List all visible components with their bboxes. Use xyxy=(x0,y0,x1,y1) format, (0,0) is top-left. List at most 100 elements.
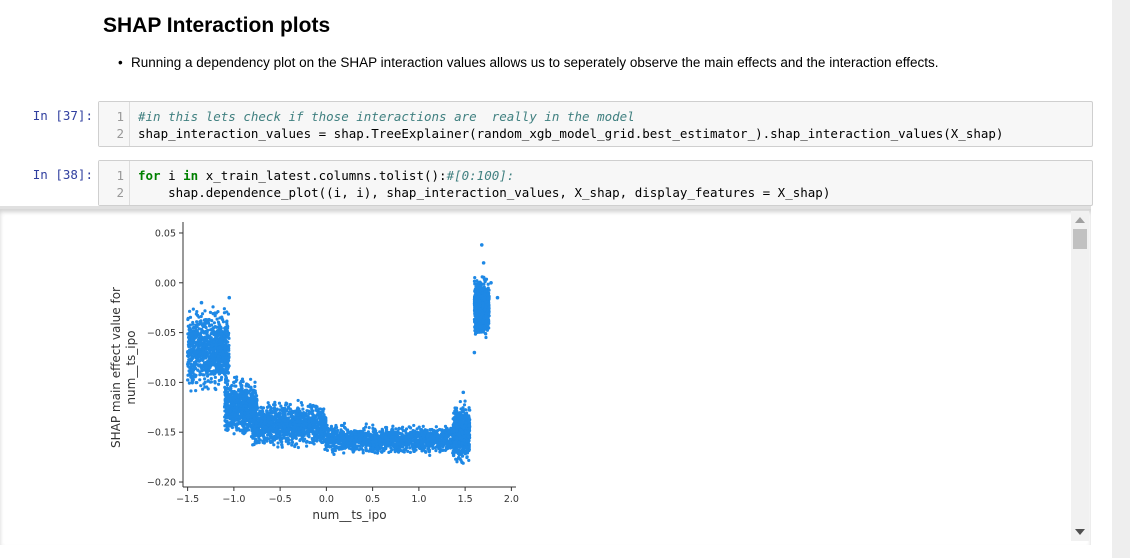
scatter-point xyxy=(225,419,229,423)
scatter-point xyxy=(376,446,380,450)
scatter-point xyxy=(198,370,202,374)
scatter-point xyxy=(246,411,250,415)
scatter-point xyxy=(460,430,464,434)
scatter-point xyxy=(417,446,421,450)
scatter-point xyxy=(278,408,282,412)
scatter-point xyxy=(298,437,303,442)
scatter-point xyxy=(394,427,398,431)
scatter-point xyxy=(239,410,244,414)
scatter-point xyxy=(436,442,440,446)
scatter-point xyxy=(259,405,263,409)
scatter-point xyxy=(366,430,371,434)
scatter-point xyxy=(213,337,217,341)
scatter-point xyxy=(342,421,347,425)
scatter-point xyxy=(224,350,228,354)
scatter-point xyxy=(420,444,424,448)
scatter-point xyxy=(367,449,371,453)
scatter-point xyxy=(467,423,471,427)
scatter-point xyxy=(296,416,300,421)
scatter-point xyxy=(379,450,383,454)
scatter-point xyxy=(218,349,222,353)
scatter-point xyxy=(348,438,352,442)
scatter-point xyxy=(203,377,207,381)
scatter-point xyxy=(366,433,370,438)
scatter-point xyxy=(187,369,191,373)
scatter-point xyxy=(250,398,254,403)
scatter-point xyxy=(329,426,333,430)
keyword-in: in xyxy=(183,168,199,183)
scatter-point xyxy=(295,411,299,415)
scatter-point xyxy=(435,431,439,436)
scatter-point xyxy=(218,316,222,320)
scatter-point xyxy=(277,411,281,415)
scatter-point xyxy=(231,417,235,421)
scatter-point xyxy=(197,332,201,336)
scatter-point xyxy=(428,453,432,458)
scatter-point xyxy=(214,351,218,355)
scatter-point xyxy=(293,424,297,429)
scatter-point xyxy=(198,378,202,382)
scatter-point xyxy=(218,326,222,330)
scatter-point xyxy=(219,378,223,382)
scatter-point xyxy=(215,358,219,362)
scatter-point xyxy=(223,358,227,362)
scatter-point xyxy=(373,430,377,435)
scatter-point xyxy=(257,440,261,445)
scatter-point xyxy=(259,419,263,424)
scatter-point xyxy=(416,443,421,447)
scatter-point xyxy=(285,421,289,425)
code-cell-38[interactable]: 1 2 for i in x_train_latest.columns.toli… xyxy=(98,160,1093,206)
scatter-point xyxy=(205,374,210,378)
scatter-point xyxy=(263,425,267,429)
scatter-point xyxy=(310,406,314,410)
y-tick-label: −0.15 xyxy=(147,428,176,439)
scatter-point xyxy=(423,449,427,454)
scatter-point xyxy=(301,437,305,441)
scatter-point xyxy=(307,419,311,424)
scatter-point xyxy=(189,328,193,332)
scatter-point xyxy=(353,430,357,434)
scatter-point xyxy=(362,437,366,441)
scatter-point xyxy=(260,424,264,428)
scatter-point xyxy=(454,411,459,415)
scatter-point xyxy=(210,327,214,331)
scatter-point xyxy=(340,447,344,451)
scatter-point xyxy=(302,424,306,428)
scatter-point xyxy=(342,439,346,443)
code-text: shap_interaction_values = shap.TreeExpla… xyxy=(138,126,1004,141)
scatter-point xyxy=(205,354,210,358)
scatter-point xyxy=(307,432,311,437)
scatter-point xyxy=(232,391,236,395)
scatter-point xyxy=(391,442,395,446)
scatter-point xyxy=(484,335,488,340)
scatter-point xyxy=(199,319,203,323)
scatter-point xyxy=(277,401,282,405)
code-cell-37[interactable]: 1 2 #in this lets check if those interac… xyxy=(98,101,1093,147)
scatter-point xyxy=(224,377,229,381)
scatter-point xyxy=(438,438,442,442)
scatter-point xyxy=(204,360,208,365)
scatter-point xyxy=(290,409,294,414)
scatter-point xyxy=(365,437,370,441)
scatter-point xyxy=(203,380,207,385)
scatter-point xyxy=(400,427,404,431)
line-number: 2 xyxy=(116,126,124,141)
scatter-point xyxy=(320,440,324,445)
scatter-point xyxy=(332,452,336,456)
scatter-point xyxy=(247,422,252,427)
scatter-point xyxy=(240,422,244,426)
scatter-point xyxy=(208,338,213,342)
scatter-point xyxy=(188,340,192,344)
scatter-point xyxy=(426,438,430,442)
scatter-point xyxy=(398,442,402,446)
x-tick-label: 0.0 xyxy=(319,494,334,505)
scatter-point xyxy=(378,430,382,434)
scatter-point xyxy=(464,421,468,425)
scatter-point xyxy=(218,352,222,356)
scatter-point xyxy=(220,336,224,341)
scatter-point xyxy=(397,447,401,451)
scatter-point xyxy=(253,440,257,444)
scatter-point xyxy=(418,436,422,440)
scatter-point xyxy=(225,403,230,407)
scatter-point xyxy=(284,401,288,405)
